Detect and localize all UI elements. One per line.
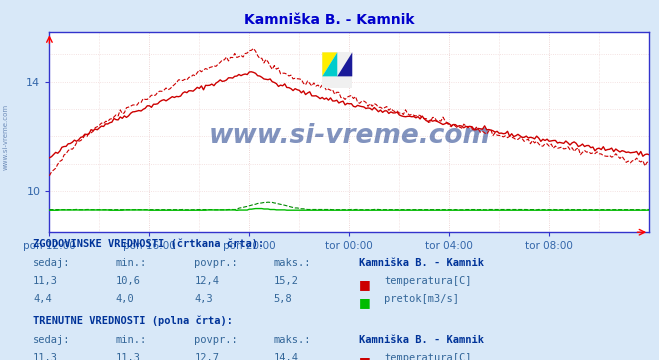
Text: 11,3: 11,3 — [115, 353, 140, 360]
Text: Kamniška B. - Kamnik: Kamniška B. - Kamnik — [359, 335, 484, 345]
Polygon shape — [337, 52, 353, 76]
Text: pretok[m3/s]: pretok[m3/s] — [384, 294, 459, 304]
Text: 11,3: 11,3 — [33, 276, 58, 286]
Polygon shape — [322, 52, 337, 76]
Text: temperatura[C]: temperatura[C] — [384, 353, 472, 360]
Text: min.:: min.: — [115, 335, 146, 345]
Text: povpr.:: povpr.: — [194, 258, 238, 268]
Text: 10,6: 10,6 — [115, 276, 140, 286]
Text: sedaj:: sedaj: — [33, 335, 71, 345]
Text: 15,2: 15,2 — [273, 276, 299, 286]
Text: 12,7: 12,7 — [194, 353, 219, 360]
Text: 5,8: 5,8 — [273, 294, 292, 304]
Text: min.:: min.: — [115, 258, 146, 268]
FancyBboxPatch shape — [322, 52, 353, 88]
Text: TRENUTNE VREDNOSTI (polna črta):: TRENUTNE VREDNOSTI (polna črta): — [33, 315, 233, 326]
Text: maks.:: maks.: — [273, 335, 311, 345]
Text: 11,3: 11,3 — [33, 353, 58, 360]
Polygon shape — [322, 52, 337, 76]
Text: sedaj:: sedaj: — [33, 258, 71, 268]
Text: ■: ■ — [359, 296, 371, 309]
Text: www.si-vreme.com: www.si-vreme.com — [208, 123, 490, 149]
Text: 4,0: 4,0 — [115, 294, 134, 304]
Text: 12,4: 12,4 — [194, 276, 219, 286]
Text: ■: ■ — [359, 278, 371, 291]
Text: 4,3: 4,3 — [194, 294, 213, 304]
Text: ■: ■ — [359, 355, 371, 360]
Text: Kamniška B. - Kamnik: Kamniška B. - Kamnik — [244, 13, 415, 27]
Text: Kamniška B. - Kamnik: Kamniška B. - Kamnik — [359, 258, 484, 268]
Text: povpr.:: povpr.: — [194, 335, 238, 345]
Text: 4,4: 4,4 — [33, 294, 51, 304]
Text: ZGODOVINSKE VREDNOSTI (črtkana črta):: ZGODOVINSKE VREDNOSTI (črtkana črta): — [33, 238, 264, 249]
Text: maks.:: maks.: — [273, 258, 311, 268]
Text: temperatura[C]: temperatura[C] — [384, 276, 472, 286]
Text: 14,4: 14,4 — [273, 353, 299, 360]
Text: www.si-vreme.com: www.si-vreme.com — [2, 104, 9, 170]
